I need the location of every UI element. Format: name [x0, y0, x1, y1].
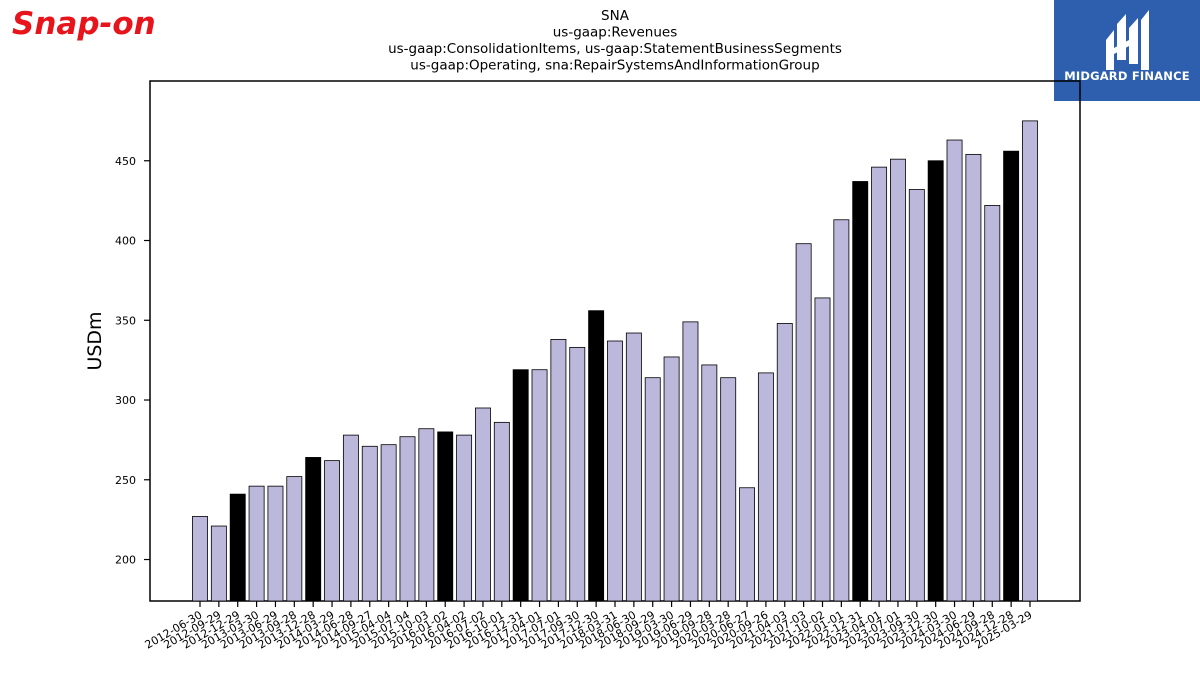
bar: [418, 428, 435, 602]
bar: [512, 369, 529, 602]
bar: [927, 160, 944, 602]
bar: [965, 153, 982, 602]
bar: [437, 431, 454, 602]
bar: [625, 332, 642, 602]
bar: [663, 356, 680, 602]
bar: [342, 434, 359, 602]
bar: [739, 487, 755, 602]
bar: [569, 346, 586, 602]
bar: [701, 364, 718, 602]
bar: [286, 476, 303, 602]
snap-on-logo: Snap-on: [8, 4, 183, 42]
bar: [757, 372, 774, 602]
snap-on-logo-text: Snap-on: [12, 6, 156, 42]
bar: [871, 166, 888, 602]
bar: [776, 323, 793, 602]
bar: [890, 158, 906, 602]
bar: [399, 436, 416, 602]
bar: [475, 407, 491, 602]
bar: [550, 338, 567, 602]
bar: [588, 310, 605, 602]
bar: [248, 485, 265, 602]
chart-title-line: SNA: [601, 8, 630, 24]
bar: [361, 445, 378, 602]
bar: [795, 243, 812, 602]
y-tick-label: 350: [115, 314, 136, 327]
bar: [324, 460, 340, 602]
x-axis: 2012-06-302012-09-292012-12-292013-03-30…: [143, 601, 1035, 652]
bar: [644, 377, 661, 602]
y-tick-label: 400: [115, 235, 136, 248]
bar: [984, 205, 1001, 602]
bar: [814, 297, 831, 602]
bar: [210, 525, 227, 602]
bar: [946, 139, 963, 602]
bar: [720, 377, 737, 602]
bars-group: [192, 120, 1038, 602]
bar: [456, 434, 473, 602]
midgard-finance-logo: MIDGARD FINANCE: [1054, 0, 1200, 101]
bar: [305, 457, 322, 602]
bar: [229, 493, 246, 602]
bar: [1022, 120, 1038, 602]
bar: [192, 516, 208, 602]
chart-title-line: us-gaap:ConsolidationItems, us-gaap:Stat…: [388, 41, 842, 57]
bar: [380, 444, 397, 602]
y-axis-label: USDm: [84, 311, 106, 370]
bar: [682, 321, 699, 602]
y-tick-label: 450: [115, 155, 136, 168]
midgard-m-icon: [1106, 10, 1149, 70]
y-tick-label: 250: [115, 474, 136, 487]
midgard-finance-label: MIDGARD FINANCE: [1064, 69, 1190, 83]
bar: [908, 189, 925, 602]
y-tick-label: 200: [115, 554, 136, 567]
bar: [531, 369, 548, 602]
chart-title-line: us-gaap:Revenues: [553, 25, 678, 41]
bar: [1003, 150, 1020, 602]
bar: [607, 340, 623, 602]
chart-title: SNAus-gaap:Revenuesus-gaap:Consolidation…: [388, 8, 842, 74]
bar: [267, 485, 284, 602]
bar: [833, 219, 850, 602]
y-tick-label: 300: [115, 394, 136, 407]
y-axis: 200 250 300 350 400 450: [115, 155, 150, 567]
bar: [493, 421, 510, 602]
chart-title-line: us-gaap:Operating, sna:RepairSystemsAndI…: [410, 58, 819, 74]
bar: [852, 181, 869, 602]
